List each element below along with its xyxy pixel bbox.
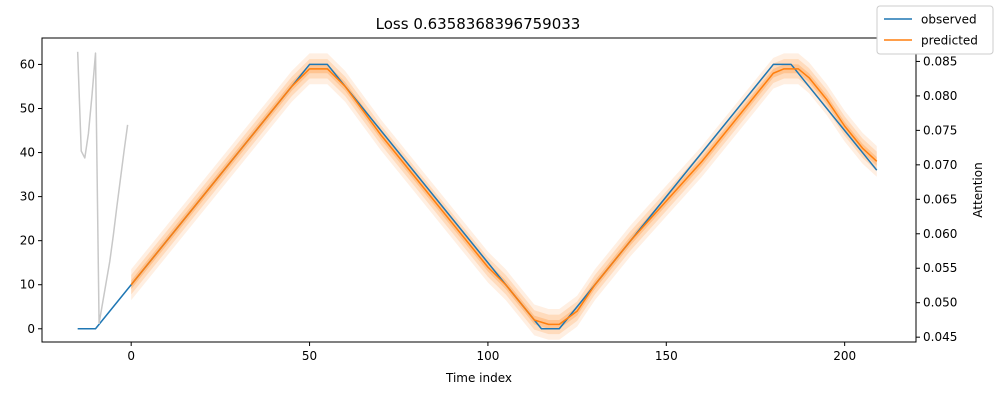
x-axis-label: Time index — [445, 371, 512, 385]
y2-tick-label: 0.055 — [923, 261, 957, 275]
y-tick-label: 50 — [20, 101, 35, 115]
y-tick-label: 20 — [20, 234, 35, 248]
y2-tick-label: 0.045 — [923, 330, 957, 344]
y2-tick-label: 0.085 — [923, 54, 957, 68]
series-line-attention — [76, 51, 129, 325]
plot-frame — [41, 37, 917, 343]
plot-area — [76, 51, 878, 340]
y-tick-label: 30 — [20, 190, 35, 204]
x-tick-label: 200 — [833, 349, 856, 363]
series-line-observed — [77, 63, 878, 330]
legend-label-observed: observed — [921, 13, 977, 27]
prediction-band-0 — [131, 53, 877, 340]
x-tick-label: 150 — [655, 349, 678, 363]
y2-tick-label: 0.080 — [923, 89, 957, 103]
x-tick-label: 0 — [127, 349, 135, 363]
y-axis-right: 0.045 0.050 0.055 0.060 0.065 0.070 0.075 0.080… — [916, 54, 957, 344]
y-axis-left: 0 10 20 30 40 50 60 — [20, 57, 42, 336]
y2-tick-label: 0.070 — [923, 158, 957, 172]
y-tick-label: 40 — [20, 146, 35, 160]
series-line-predicted — [130, 68, 878, 326]
x-tick-label: 100 — [476, 349, 499, 363]
prediction-band-1 — [131, 59, 877, 335]
legend: observed predicted — [876, 5, 994, 55]
y-tick-label: 60 — [20, 57, 35, 71]
y-tick-label: 0 — [27, 322, 35, 336]
x-tick-label: 50 — [302, 349, 317, 363]
y2-tick-label: 0.060 — [923, 227, 957, 241]
y2-tick-label: 0.065 — [923, 192, 957, 206]
chart-title: Loss 0.6358368396759033 — [376, 15, 581, 33]
x-axis: 0 50 100 150 200 — [127, 342, 856, 363]
legend-label-predicted: predicted — [921, 34, 978, 48]
y2-tick-label: 0.050 — [923, 296, 957, 310]
y-tick-label: 10 — [20, 278, 35, 292]
y2-axis-label: Attention — [971, 162, 985, 217]
y2-tick-label: 0.075 — [923, 123, 957, 137]
legend-box — [876, 5, 994, 55]
